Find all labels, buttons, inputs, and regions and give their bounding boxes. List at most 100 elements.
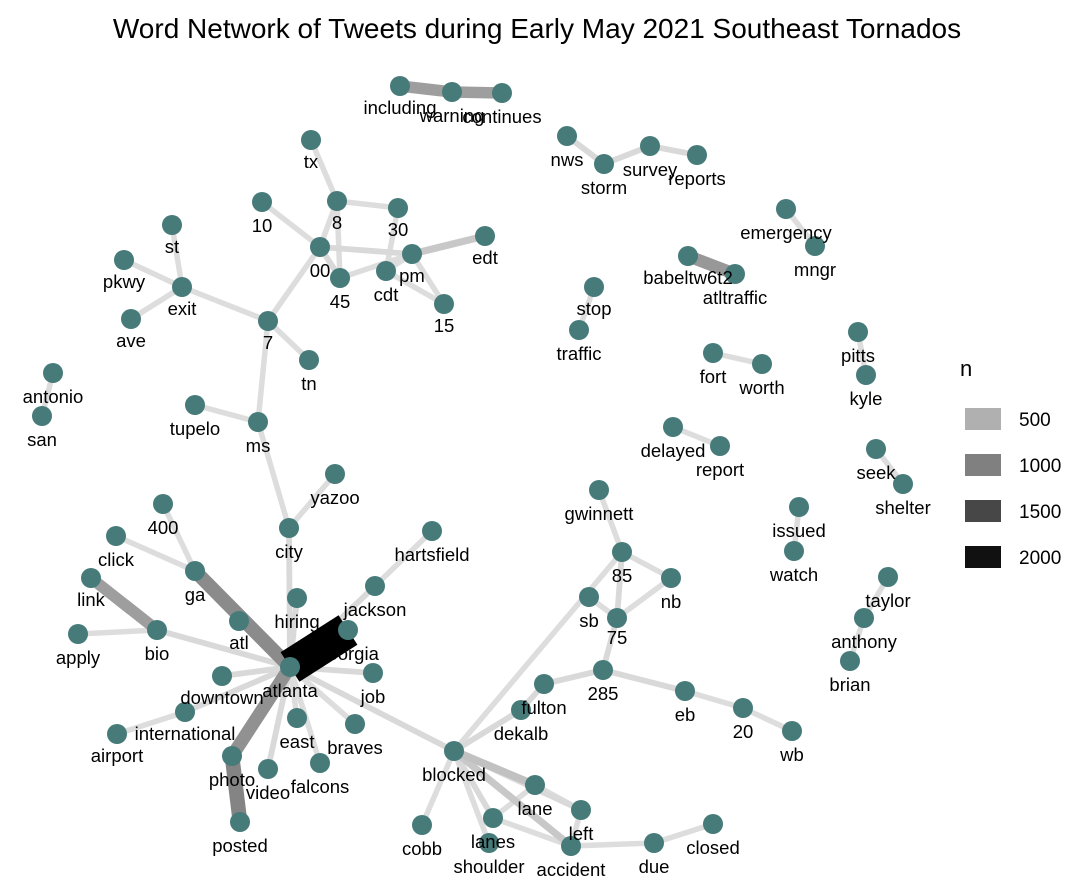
legend-swatch-1000 bbox=[965, 454, 1001, 476]
legend: n 500 1000 1500 2000 bbox=[960, 356, 1061, 569]
node-label-report: report bbox=[696, 459, 744, 480]
edge-ms-city bbox=[255, 421, 292, 529]
node-label-braves: braves bbox=[327, 737, 383, 758]
node-continues bbox=[492, 83, 512, 103]
node-label-cdt: cdt bbox=[374, 284, 399, 305]
node-exit bbox=[172, 277, 192, 297]
node-label-yazoo: yazoo bbox=[310, 487, 359, 508]
node-label-accident: accident bbox=[537, 859, 606, 880]
node-label-traffic: traffic bbox=[557, 343, 602, 364]
node-label-georgia: georgia bbox=[317, 643, 379, 664]
node-label-tx: tx bbox=[304, 151, 319, 172]
node-label-ms: ms bbox=[246, 435, 271, 456]
node-label-pitts: pitts bbox=[841, 345, 875, 366]
edge-tupelo-ms bbox=[194, 402, 259, 425]
node-label-click: click bbox=[98, 549, 135, 570]
node-fort bbox=[703, 343, 723, 363]
edge-tx-8 bbox=[308, 138, 340, 203]
node-label-survey: survey bbox=[623, 159, 678, 180]
node-label-eb: eb bbox=[675, 704, 696, 725]
legend-label-1500: 1500 bbox=[1019, 502, 1061, 523]
edge-pkwy-exit bbox=[122, 257, 184, 290]
node-label-anthony: anthony bbox=[831, 631, 898, 652]
node-emergency bbox=[776, 199, 796, 219]
edge-eb-20 bbox=[684, 688, 744, 711]
node-posted bbox=[230, 812, 250, 832]
node-label-seek: seek bbox=[856, 462, 896, 483]
node-label-45: 45 bbox=[330, 291, 351, 312]
node-20 bbox=[733, 698, 753, 718]
edge-international-airport bbox=[116, 709, 186, 737]
edge-accident-due bbox=[570, 840, 655, 849]
edge-atlanta-blocked bbox=[288, 664, 456, 754]
edge-cdt-15 bbox=[384, 268, 446, 307]
node-label-including: including bbox=[363, 97, 436, 118]
node-falcons bbox=[310, 753, 330, 773]
node-label-due: due bbox=[639, 856, 670, 877]
node-mngr bbox=[805, 236, 825, 256]
node-tn bbox=[299, 350, 319, 370]
legend-title: n bbox=[960, 356, 972, 381]
node-city bbox=[279, 518, 299, 538]
node-fulton bbox=[534, 674, 554, 694]
edge-00-10 bbox=[260, 199, 322, 250]
node-shelter bbox=[893, 474, 913, 494]
node-label-atltraffic: atltraffic bbox=[703, 287, 767, 308]
node-label-30: 30 bbox=[388, 219, 409, 240]
node-label-brian: brian bbox=[829, 674, 870, 695]
node-label-posted: posted bbox=[212, 835, 268, 856]
node-label-issued: issued bbox=[772, 520, 825, 541]
node-reports bbox=[687, 145, 707, 165]
node-pitts bbox=[848, 322, 868, 342]
node-watch bbox=[784, 541, 804, 561]
edge-blocked-accident bbox=[451, 748, 574, 849]
node-label-cobb: cobb bbox=[402, 838, 442, 859]
node-gwinnett bbox=[589, 480, 609, 500]
edge-dekalb-blocked bbox=[452, 707, 523, 754]
node-label-tn: tn bbox=[301, 373, 316, 394]
node-30 bbox=[388, 198, 408, 218]
node-pm bbox=[402, 244, 422, 264]
edge-atlanta-georgia bbox=[280, 615, 358, 682]
node-warning bbox=[442, 82, 462, 102]
node-san bbox=[32, 406, 52, 426]
edge-285-eb bbox=[602, 667, 686, 694]
node-apply bbox=[68, 624, 88, 644]
node-label-san: san bbox=[27, 429, 57, 450]
node-label-7: 7 bbox=[263, 332, 273, 353]
node-label-shelter: shelter bbox=[875, 497, 931, 518]
node-label-international: international bbox=[135, 723, 236, 744]
node-sb bbox=[579, 587, 599, 607]
node-label-closed: closed bbox=[686, 837, 739, 858]
node-report bbox=[710, 436, 730, 456]
node-link bbox=[81, 568, 101, 588]
node-45 bbox=[330, 268, 350, 288]
edge-atlanta-international bbox=[183, 664, 292, 715]
edge-st-exit bbox=[169, 224, 185, 288]
node-brian bbox=[840, 651, 860, 671]
node-label-hartsfield: hartsfield bbox=[394, 544, 469, 565]
node-label-285: 285 bbox=[588, 683, 619, 704]
node-click bbox=[106, 526, 126, 546]
legend-label-1000: 1000 bbox=[1019, 456, 1061, 477]
legend-label-500: 500 bbox=[1019, 410, 1051, 431]
node-label-sb: sb bbox=[579, 610, 599, 631]
node-ms bbox=[248, 412, 268, 432]
node-label-pm: pm bbox=[399, 265, 425, 286]
node-babeltw6t2 bbox=[678, 246, 698, 266]
node-label-job: job bbox=[360, 686, 386, 707]
node-7 bbox=[258, 311, 278, 331]
node-downtown bbox=[212, 666, 232, 686]
node-ave bbox=[121, 309, 141, 329]
node-nb bbox=[661, 568, 681, 588]
edge-8-30 bbox=[336, 198, 399, 211]
node-yazoo bbox=[325, 464, 345, 484]
edge-bio-atlanta bbox=[156, 627, 291, 670]
node-label-continues: continues bbox=[462, 106, 541, 127]
node-braves bbox=[345, 714, 365, 734]
node-400 bbox=[153, 494, 173, 514]
chart-title: Word Network of Tweets during Early May … bbox=[113, 13, 961, 44]
node-label-15: 15 bbox=[434, 315, 455, 336]
node-georgia bbox=[338, 620, 358, 640]
node-label-kyle: kyle bbox=[850, 388, 883, 409]
